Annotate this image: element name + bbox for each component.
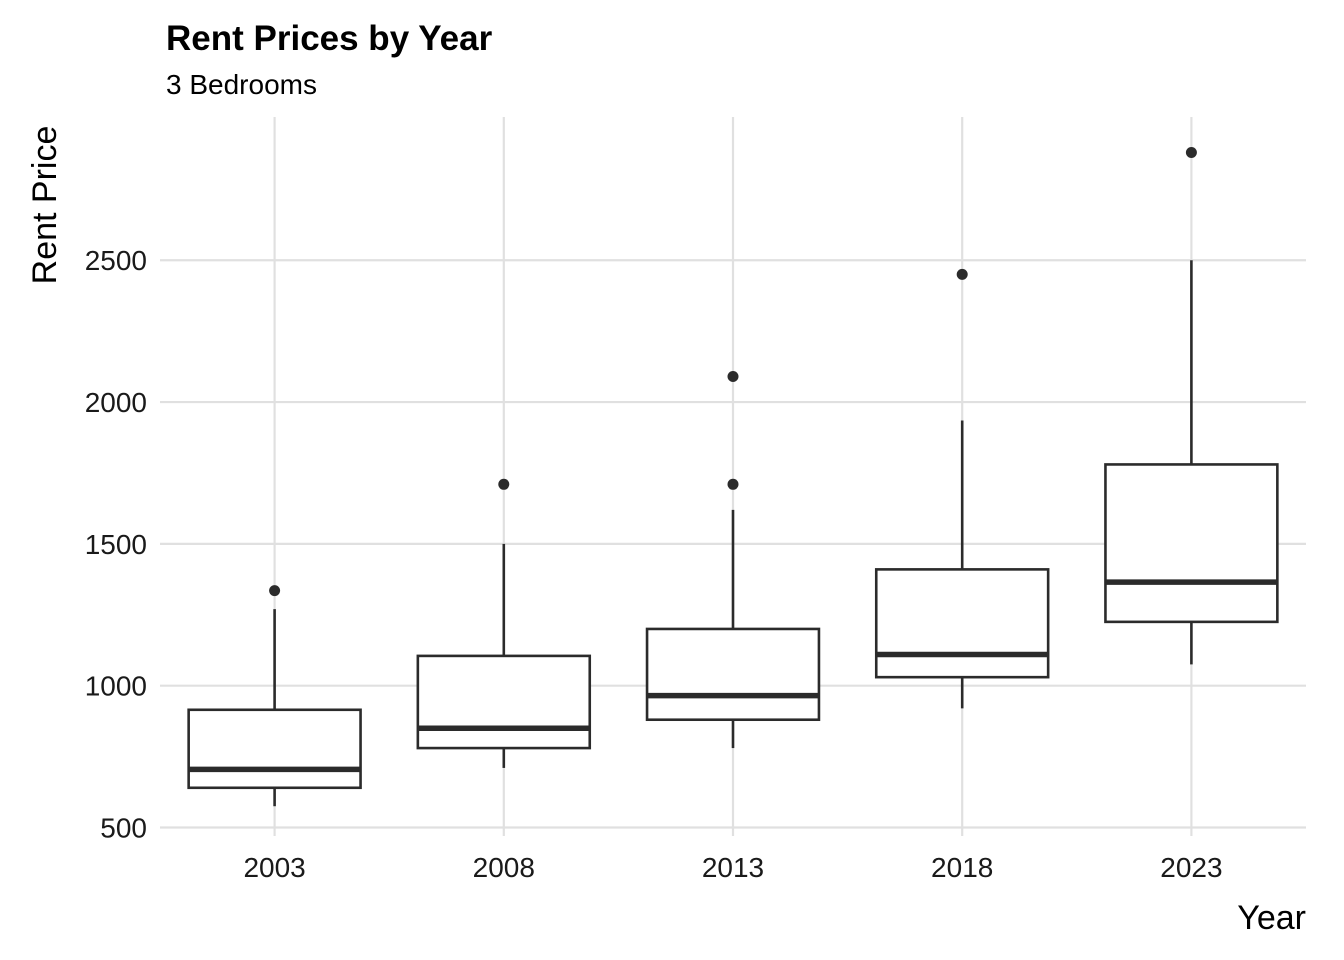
iqr-box [1104, 463, 1279, 624]
x-axis-title: Year [1237, 899, 1306, 937]
y-tick-label: 2000 [85, 387, 147, 418]
outlier-point [1185, 146, 1197, 158]
x-tick-label: 2023 [1160, 852, 1222, 883]
chart-subtitle: 3 Bedrooms [166, 69, 317, 100]
y-axis-title: Rent Price [26, 126, 64, 285]
y-tick-label: 2500 [85, 245, 147, 276]
box-2023 [1104, 146, 1279, 665]
x-tick-label: 2003 [243, 852, 305, 883]
x-tick-label: 2013 [702, 852, 764, 883]
y-tick-label: 500 [100, 812, 147, 843]
iqr-box [874, 568, 1050, 679]
iqr-box [416, 654, 592, 750]
box-2008 [416, 478, 592, 768]
box-2018 [874, 268, 1050, 709]
x-tick-labels: 2003 2008 2013 2018 2023 [243, 852, 1222, 883]
y-tick-label: 1000 [85, 671, 147, 702]
outlier-point [727, 478, 739, 490]
x-tick-label: 2018 [931, 852, 993, 883]
boxes [187, 146, 1279, 807]
x-tick-label: 2008 [473, 852, 535, 883]
outlier-point [727, 371, 739, 383]
outlier-point [269, 585, 281, 597]
box-2013 [645, 371, 821, 749]
outlier-point [498, 478, 510, 490]
y-tick-labels: 500 1000 1500 2000 2500 [85, 245, 147, 843]
iqr-box [645, 627, 821, 722]
y-tick-label: 1500 [85, 529, 147, 560]
iqr-box [187, 708, 362, 790]
box-2003 [187, 585, 362, 807]
outlier-point [956, 268, 968, 280]
chart-title: Rent Prices by Year [166, 19, 493, 58]
